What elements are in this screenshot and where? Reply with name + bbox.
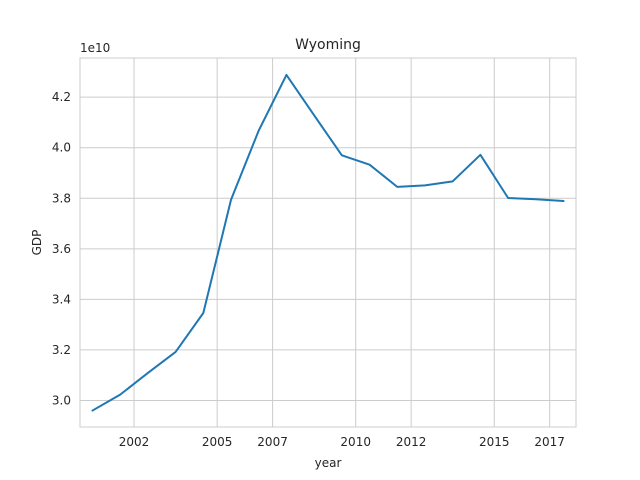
x-tick-label: 2012: [396, 435, 427, 449]
y-tick-label: 3.2: [52, 343, 71, 357]
y-tick-label: 3.8: [52, 191, 71, 205]
x-tick-label: 2002: [119, 435, 150, 449]
y-tick-label: 3.0: [52, 393, 71, 407]
chart-title: Wyoming: [295, 37, 361, 53]
x-tick-label: 2015: [479, 435, 510, 449]
y-tick-label: 4.0: [52, 141, 71, 155]
grid: [80, 58, 576, 427]
x-tick-label: 2007: [257, 435, 288, 449]
x-tick-label: 2010: [340, 435, 371, 449]
y-tick-label: 3.4: [52, 292, 71, 306]
plot-frame: [79, 57, 577, 428]
y-axis-offset-label: 1e10: [80, 41, 110, 55]
y-tick-label: 3.6: [52, 242, 71, 256]
x-axis-ticks: 2002 2005 2007 2010 2012 2015 2017: [119, 435, 565, 449]
y-axis-title: GDP: [30, 230, 44, 256]
x-axis-title: year: [315, 456, 342, 470]
y-axis-ticks: 3.0 3.2 3.4 3.6 3.8 4.0 4.2: [52, 90, 71, 407]
series-line-gdp: [91, 73, 565, 412]
y-tick-label: 4.2: [52, 90, 71, 104]
x-tick-label: 2017: [534, 435, 565, 449]
x-tick-label: 2005: [202, 435, 233, 449]
series-layer: [91, 73, 565, 412]
